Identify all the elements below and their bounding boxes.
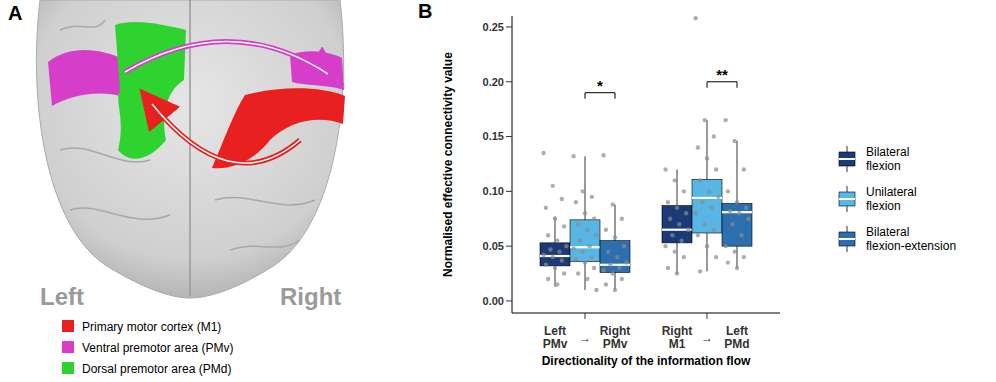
svg-text:Normalised effective connectiv: Normalised effective connectivity value [441,52,455,277]
svg-text:Directionality of the informat: Directionality of the information flow [542,354,751,368]
svg-text:0.15: 0.15 [483,130,504,142]
svg-text:→: → [701,331,713,345]
html-text:flexion: flexion [866,159,901,173]
svg-text:Left: Left [726,324,748,338]
svg-text:Left: Left [544,324,566,338]
html-text:Bilateral: Bilateral [866,225,910,239]
svg-text:Ventral premotor area (PMv): Ventral premotor area (PMv) [82,341,233,355]
svg-text:A: A [8,2,22,24]
svg-text:PMv: PMv [603,337,628,351]
html-text:flexion: flexion [866,199,901,213]
html-text:Unilateral: Unilateral [866,185,917,199]
svg-text:Right: Right [662,324,693,338]
html-text:B: B [418,0,433,22]
svg-text:→: → [579,331,591,345]
svg-text:Right: Right [280,283,341,310]
svg-text:Right: Right [600,324,631,338]
html-text:flexion-extension: flexion-extension [866,239,957,253]
svg-text:0.00: 0.00 [483,295,504,307]
svg-text:Primary motor cortex (M1): Primary motor cortex (M1) [82,320,221,334]
svg-text:PMd: PMd [724,337,749,351]
svg-text:0.10: 0.10 [483,185,504,197]
svg-text:**: ** [716,66,728,83]
svg-text:0.20: 0.20 [483,76,504,88]
svg-text:M1: M1 [669,337,686,351]
svg-text:PMv: PMv [543,337,568,351]
svg-text:*: * [597,77,603,94]
svg-text:Left: Left [40,283,84,310]
svg-text:Dorsal premotor area (PMd): Dorsal premotor area (PMd) [82,362,231,376]
html-text:Bilateral: Bilateral [866,145,910,159]
svg-text:0.25: 0.25 [483,21,504,33]
svg-text:0.05: 0.05 [483,240,504,252]
